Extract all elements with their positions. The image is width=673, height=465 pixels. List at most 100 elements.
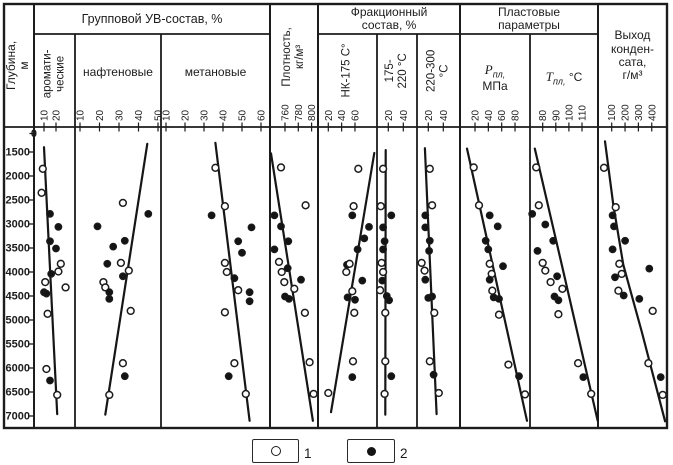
data-point-series-1 (644, 359, 653, 368)
data-point-series-1 (532, 163, 541, 172)
value-tick-label: 20 (52, 109, 63, 121)
data-point-series-2 (224, 372, 233, 381)
data-point-series-1 (345, 259, 354, 268)
data-point-series-2 (528, 210, 537, 218)
panel-p_pl: 20 40 60 80 (465, 109, 530, 422)
depth-tick-label: 3500 (6, 243, 30, 255)
data-point-series-1 (381, 357, 390, 366)
panel-header-methane: метановые (184, 65, 247, 80)
panel-header-aromatic: аромати- ческие (41, 49, 67, 99)
data-point-series-2 (105, 288, 114, 297)
open-circle-icon (270, 446, 281, 456)
depth-tick-label: 0 (31, 128, 37, 140)
data-point-series-1 (277, 267, 286, 277)
data-point-series-1 (599, 163, 609, 172)
data-point-series-1 (377, 258, 386, 268)
data-point-series-2 (348, 373, 357, 382)
trend-line-t_pl (533, 147, 599, 422)
data-point-series-1 (280, 277, 289, 287)
trend-line-naphthenic (104, 142, 149, 416)
data-point-series-2 (52, 244, 60, 253)
data-point-series-2 (495, 295, 503, 303)
data-point-series-1 (658, 390, 667, 400)
depth-tick-label: 6500 (6, 387, 30, 399)
data-point-series-2 (119, 272, 127, 281)
data-point-series-2 (424, 294, 433, 302)
data-point-series-1 (222, 267, 231, 277)
value-tick-label: 80 (538, 109, 549, 121)
data-point-series-2 (277, 222, 285, 231)
data-point-series-2 (425, 247, 434, 255)
trend-line-p_pl (465, 147, 529, 422)
data-point-series-2 (608, 211, 617, 220)
data-point-series-2 (144, 210, 153, 218)
value-tick-label: 20 (471, 109, 482, 121)
data-point-series-2 (619, 291, 628, 300)
depth-tick-label: 2000 (6, 171, 30, 183)
data-point-series-2 (360, 234, 369, 243)
value-tick-label: 300 (634, 104, 645, 121)
data-point-series-1 (43, 309, 52, 318)
panel-header-reservoir-pressure: Рпл, МПа (482, 62, 508, 93)
data-point-series-2 (353, 245, 362, 254)
data-point-series-1 (425, 164, 434, 173)
data-point-series-1 (474, 201, 484, 210)
data-point-series-1 (425, 357, 434, 366)
data-point-series-2 (351, 295, 359, 304)
panel-density: 760 780 800 (269, 104, 318, 422)
value-tick-label: 40 (337, 109, 348, 121)
data-point-series-2 (120, 372, 129, 381)
data-point-series-2 (481, 236, 490, 245)
data-point-series-1 (118, 198, 128, 208)
panel-t_pl: 80 90 100 110 (528, 104, 599, 422)
data-point-series-2 (343, 293, 352, 302)
data-point-series-2 (533, 247, 542, 255)
trend-line-methane (214, 141, 251, 422)
panel-methane: 10 20 30 40 50 60 (162, 109, 268, 422)
value-tick-label: 20 (424, 109, 435, 121)
data-point-series-2 (46, 237, 54, 246)
data-point-series-1 (309, 389, 318, 399)
panel-header-220-300: 220-300 °С (425, 49, 451, 92)
data-point-series-2 (230, 274, 239, 283)
legend-label-series-2: 2 (400, 446, 408, 461)
data-point-series-1 (61, 283, 70, 292)
data-point-series-1 (349, 202, 358, 211)
data-point-series-1 (420, 266, 429, 275)
data-point-series-1 (520, 390, 530, 399)
data-point-series-2 (554, 296, 563, 305)
data-point-series-2 (46, 376, 54, 385)
data-point-series-1 (348, 287, 357, 296)
data-point-series-2 (621, 236, 629, 245)
data-point-series-2 (645, 264, 654, 273)
data-point-series-2 (270, 211, 279, 220)
value-tick-label: 200 (621, 104, 632, 121)
depth-tick-label: 4000 (6, 267, 30, 279)
data-point-series-2 (283, 264, 292, 273)
panel-header-condensate-yield: Выход конден- сата, г/м³ (611, 28, 654, 83)
data-point-series-1 (381, 308, 390, 317)
data-point-series-1 (587, 389, 596, 399)
data-point-series-2 (247, 223, 256, 232)
value-tick-label: 800 (307, 104, 318, 121)
data-point-series-2 (245, 297, 254, 306)
data-point-series-1 (378, 267, 388, 277)
data-point-series-2 (47, 270, 56, 278)
data-point-series-1 (116, 258, 126, 268)
panel-naphthenic: 10 20 30 40 50 (76, 109, 165, 416)
data-point-series-1 (126, 306, 135, 316)
value-tick-label: 20 (95, 109, 106, 121)
trend-line-condensate (603, 140, 667, 423)
data-point-series-2 (493, 222, 502, 231)
data-point-series-2 (387, 372, 396, 381)
value-tick-label: 80 (511, 109, 522, 121)
data-point-series-2 (93, 222, 102, 231)
data-point-series-1 (546, 277, 555, 287)
value-tick-label: 10 (162, 109, 173, 121)
data-point-series-2 (103, 259, 112, 268)
group-header-fractional-composition: Фракционный состав, % (350, 4, 428, 32)
depth-tick-label: 7000 (6, 411, 30, 423)
data-point-series-2 (421, 223, 430, 232)
value-tick-label: 40 (484, 109, 495, 121)
